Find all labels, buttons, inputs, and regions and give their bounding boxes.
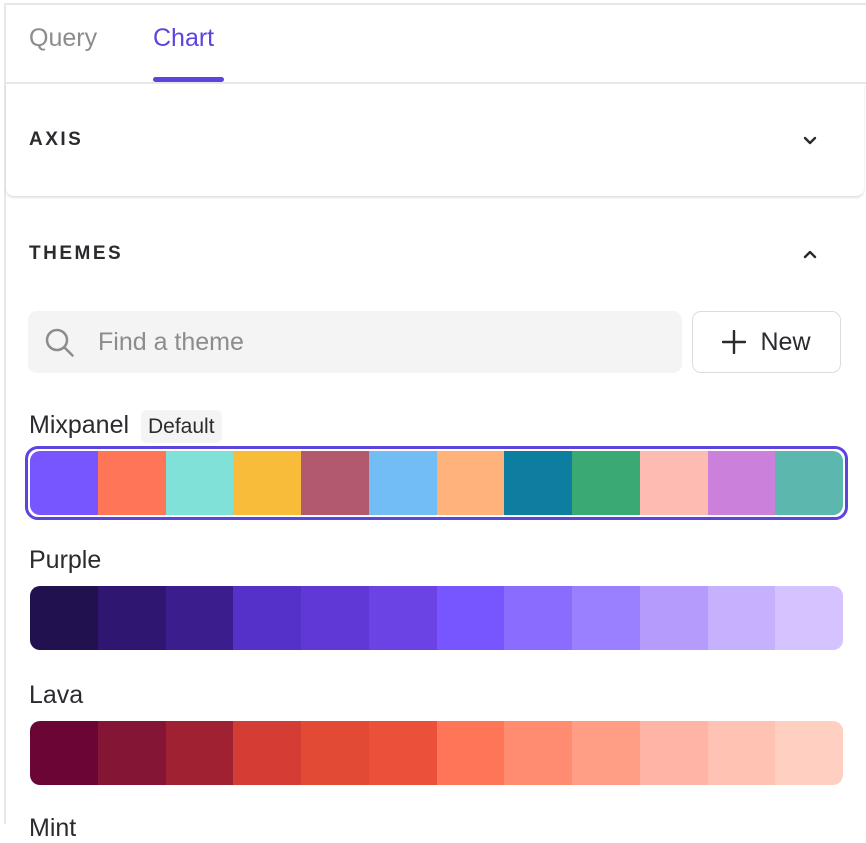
tab-query[interactable]: Query [29, 24, 98, 52]
color-swatch [572, 586, 640, 650]
color-swatch [639, 451, 708, 515]
theme-name: Lava [29, 681, 84, 709]
color-swatch [97, 721, 166, 785]
color-swatch [30, 451, 98, 515]
theme-palette-lava[interactable] [30, 721, 843, 785]
color-swatch [436, 451, 505, 515]
color-swatch [165, 721, 234, 785]
color-swatch [233, 586, 301, 650]
color-swatch [301, 721, 369, 785]
theme-search[interactable] [28, 311, 682, 373]
color-swatch [504, 451, 572, 515]
search-icon [45, 328, 74, 357]
color-swatch [775, 451, 843, 515]
new-theme-button[interactable]: New [692, 311, 841, 373]
color-swatch [707, 721, 776, 785]
selected-theme-outline [25, 446, 848, 520]
new-button-label: New [760, 327, 811, 356]
themes-section-title[interactable]: THEMES [29, 243, 124, 264]
default-badge: Default [141, 410, 222, 443]
color-swatch [436, 586, 505, 650]
color-swatch [572, 451, 640, 515]
chart-settings-panel [4, 3, 866, 824]
color-swatch [233, 721, 301, 785]
color-swatch [775, 721, 843, 785]
theme-palette-mixpanel[interactable] [30, 451, 843, 515]
theme-name: Purple [29, 546, 102, 574]
color-swatch [504, 586, 572, 650]
color-swatch [368, 586, 437, 650]
color-swatch [301, 451, 369, 515]
color-swatch [30, 586, 98, 650]
color-swatch [165, 586, 234, 650]
chevron-up-icon[interactable] [800, 244, 820, 264]
color-swatch [165, 451, 234, 515]
color-swatch [707, 586, 776, 650]
tab-chart[interactable]: Chart [153, 24, 215, 52]
plus-icon [722, 330, 747, 354]
color-swatch [707, 451, 776, 515]
color-swatch [504, 721, 572, 785]
color-swatch [775, 586, 843, 650]
axis-section-title[interactable]: AXIS [29, 129, 84, 150]
active-tab-indicator [153, 77, 224, 82]
theme-name: Mixpanel [29, 411, 130, 439]
color-swatch [97, 451, 166, 515]
color-swatch [639, 586, 708, 650]
color-swatch [572, 721, 640, 785]
color-swatch [639, 721, 708, 785]
color-swatch [368, 451, 437, 515]
color-swatch [368, 721, 437, 785]
color-swatch [30, 721, 98, 785]
color-swatch [436, 721, 505, 785]
axis-section[interactable] [6, 84, 864, 196]
search-input[interactable] [98, 311, 658, 373]
tab-divider [6, 82, 866, 84]
chevron-down-icon[interactable] [800, 131, 820, 151]
color-swatch [233, 451, 301, 515]
color-swatch [301, 586, 369, 650]
theme-palette-purple[interactable] [30, 586, 843, 650]
color-swatch [97, 586, 166, 650]
theme-name: Mint [29, 814, 77, 842]
